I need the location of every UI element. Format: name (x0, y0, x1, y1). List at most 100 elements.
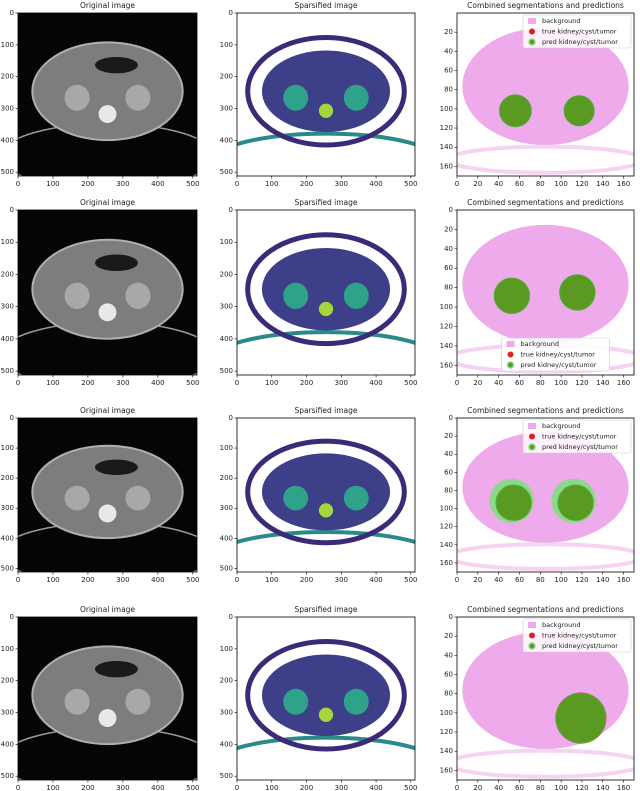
y-tick-label: 160 (440, 559, 453, 567)
legend-box (522, 14, 632, 49)
x-tick-label: 0 (455, 784, 459, 791)
x-tick-label: 300 (335, 180, 348, 188)
y-tick-label: 100 (1, 645, 14, 653)
y-tick-label: 120 (440, 322, 453, 330)
y-tick-label: 120 (440, 124, 453, 132)
y-tick-label: 200 (1, 73, 14, 81)
legend-marker (507, 351, 514, 358)
y-tick-label: 300 (220, 709, 233, 717)
seg-kidney (557, 484, 594, 521)
y-tick-label: 0 (10, 613, 14, 621)
x-tick-label: 200 (81, 576, 94, 584)
sparse-outer (245, 438, 407, 546)
x-tick-label: 200 (81, 379, 94, 387)
panel-image (18, 418, 197, 572)
sparse-kidney (283, 282, 309, 309)
panel-frame (456, 209, 635, 376)
x-tick-label: 300 (335, 379, 348, 387)
panel-image (18, 13, 197, 176)
x-tick-label: 500 (186, 379, 199, 387)
legend-box (501, 337, 610, 372)
y-tick-label: 300 (220, 105, 233, 113)
x-tick-label: 400 (369, 576, 382, 584)
x-tick-label: 0 (455, 180, 459, 188)
x-tick-label: 20 (473, 379, 482, 387)
x-tick-label: 200 (300, 576, 313, 584)
y-tick-label: 160 (440, 766, 453, 774)
x-tick-label: 100 (554, 379, 567, 387)
y-tick-label: 20 (444, 28, 453, 36)
x-tick-label: 140 (596, 576, 609, 584)
x-tick-label: 40 (494, 576, 503, 584)
x-tick-label: 0 (16, 784, 20, 791)
x-tick-label: 400 (151, 180, 164, 188)
panel-frame (456, 417, 635, 573)
panel-frame (17, 417, 198, 573)
x-tick-label: 400 (151, 784, 164, 791)
x-tick-label: 100 (554, 576, 567, 584)
y-tick-label: 40 (444, 450, 453, 458)
ct-kidney (64, 688, 90, 715)
sparse-spine (318, 503, 334, 518)
y-tick-label: 60 (444, 67, 453, 75)
ct-bowel (94, 254, 138, 272)
x-tick-label: 100 (46, 180, 59, 188)
x-tick-label: 200 (81, 180, 94, 188)
y-tick-label: 20 (444, 225, 453, 233)
x-tick-label: 300 (335, 576, 348, 584)
sparse-kidney (283, 84, 309, 111)
panel-image (237, 13, 415, 176)
legend-label: true kidney/cyst/tumor (521, 351, 596, 359)
x-tick-label: 100 (554, 784, 567, 791)
x-tick-label: 300 (335, 784, 348, 791)
panel-frame (17, 12, 198, 177)
x-tick-label: 80 (536, 180, 545, 188)
y-tick-label: 200 (1, 270, 14, 278)
x-tick-label: 400 (369, 379, 382, 387)
panel-title: Combined segmentations and predictions (467, 605, 624, 614)
y-tick-label: 400 (220, 534, 233, 542)
x-tick-label: 120 (575, 784, 588, 791)
seg-ring (457, 748, 634, 779)
sparse-ring (237, 330, 415, 345)
y-tick-label: 100 (220, 645, 233, 653)
x-tick-label: 140 (596, 379, 609, 387)
x-tick-label: 500 (404, 576, 417, 584)
panel-image (457, 210, 634, 375)
x-tick-label: 100 (265, 784, 278, 791)
x-tick-label: 400 (369, 784, 382, 791)
y-tick-label: 20 (444, 432, 453, 440)
panel-title: Sparsified image (294, 1, 357, 10)
panel-title: Combined segmentations and predictions (467, 406, 624, 415)
legend-marker (506, 361, 515, 369)
y-tick-label: 140 (440, 342, 453, 350)
x-tick-label: 120 (575, 379, 588, 387)
x-tick-label: 0 (235, 576, 239, 584)
panel-frame (17, 616, 198, 781)
x-tick-label: 80 (536, 379, 545, 387)
x-tick-label: 80 (536, 784, 545, 791)
y-tick-label: 100 (440, 709, 453, 717)
x-tick-label: 0 (16, 379, 20, 387)
x-tick-label: 400 (369, 180, 382, 188)
ct-kidney (125, 688, 151, 715)
legend-marker (528, 622, 536, 628)
y-tick-label: 100 (1, 238, 14, 246)
panel-image (237, 210, 415, 375)
y-tick-label: 200 (220, 677, 233, 685)
x-tick-label: 140 (596, 784, 609, 791)
panel-image (457, 418, 634, 572)
panel-frame (456, 616, 635, 781)
x-tick-label: 400 (151, 379, 164, 387)
y-tick-label: 200 (1, 677, 14, 685)
x-tick-label: 100 (265, 576, 278, 584)
y-tick-label: 500 (220, 367, 233, 375)
y-tick-label: 500 (220, 564, 233, 572)
y-tick-label: 300 (1, 303, 14, 311)
seg-kidney (498, 94, 532, 128)
legend-label: pred kidney/cyst/tumor (542, 443, 618, 451)
sparse-ring (237, 529, 415, 545)
legend-marker (529, 632, 535, 639)
x-tick-label: 80 (536, 576, 545, 584)
